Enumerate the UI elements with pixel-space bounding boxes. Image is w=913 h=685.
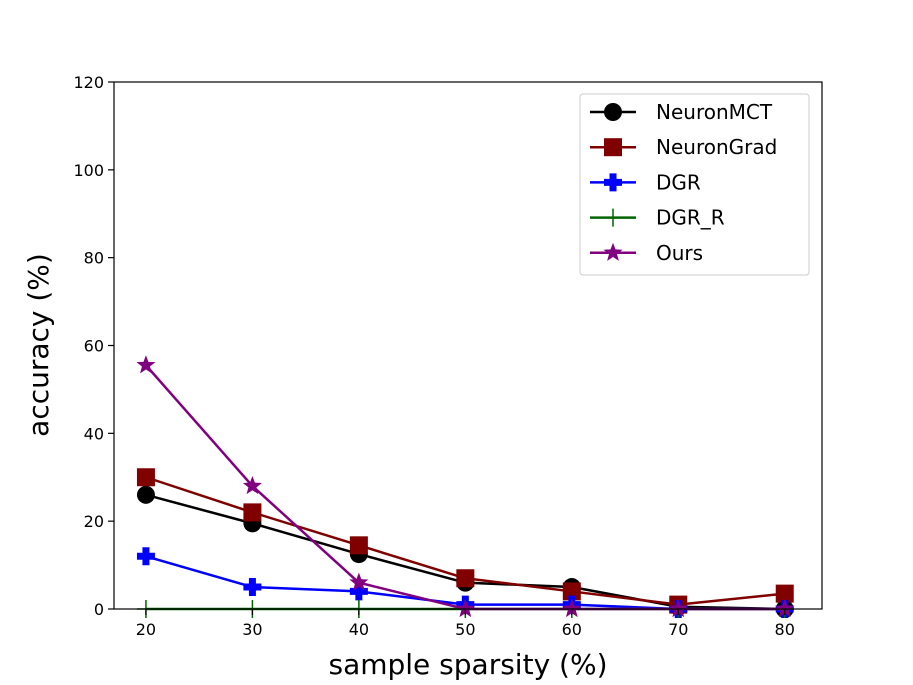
data-point-ours <box>349 572 369 591</box>
data-point-ours <box>668 599 688 618</box>
x-axis: 20 30 40 50 60 70 80 <box>136 609 795 639</box>
y-tick-label: 0 <box>94 600 104 619</box>
x-tick-label: 30 <box>242 620 262 639</box>
data-point-dgr <box>349 582 368 601</box>
data-point-neuronmct <box>136 485 155 504</box>
data-point-ours <box>455 599 475 618</box>
y-tick-label: 80 <box>84 249 104 268</box>
y-axis-title: accuracy (%) <box>22 253 55 437</box>
data-point-ours <box>562 599 582 618</box>
x-tick-label: 70 <box>668 620 688 639</box>
data-point-dgr <box>136 547 155 566</box>
legend-label: DGR <box>656 170 701 194</box>
y-tick-label: 120 <box>73 73 104 92</box>
data-point-neurongrad <box>456 569 475 588</box>
legend-label: NeuronMCT <box>656 100 773 124</box>
legend-marker-dgr-r <box>604 208 622 227</box>
data-point-neurongrad <box>349 536 368 555</box>
data-point-ours <box>775 599 795 618</box>
legend-entry-ours: Ours <box>590 241 703 265</box>
y-tick-label: 40 <box>84 424 104 443</box>
legend-label: DGR_R <box>656 206 725 230</box>
legend-marker-dgr <box>604 173 622 192</box>
y-axis: 0 20 40 60 80 100 120 <box>73 73 114 619</box>
x-tick-label: 40 <box>349 620 369 639</box>
legend-label: Ours <box>656 241 703 265</box>
data-point-neurongrad <box>562 582 581 601</box>
y-tick-label: 100 <box>73 161 104 180</box>
legend-entry-neurongrad: NeuronGrad <box>590 135 777 159</box>
legend-entry-dgr: DGR <box>590 170 701 194</box>
data-point-neurongrad <box>136 468 155 487</box>
data-point-dgr <box>243 578 262 597</box>
x-tick-label: 80 <box>775 620 795 639</box>
legend-label: NeuronGrad <box>656 135 777 159</box>
data-point-ours <box>242 476 262 495</box>
legend-marker-neuronmct <box>604 103 622 121</box>
data-point-ours <box>136 355 156 374</box>
legend: NeuronMCT NeuronGrad DGR DGR_R Ours <box>579 93 810 276</box>
legend-entry-neuronmct: NeuronMCT <box>590 100 773 124</box>
legend-entry-dgr-r: DGR_R <box>590 206 725 230</box>
x-tick-label: 20 <box>136 620 156 639</box>
data-point-neurongrad <box>243 503 262 522</box>
x-tick-label: 60 <box>562 620 582 639</box>
legend-marker-neurongrad <box>604 138 622 157</box>
data-point-neurongrad <box>775 584 794 603</box>
y-tick-label: 20 <box>84 512 104 531</box>
x-tick-label: 50 <box>455 620 475 639</box>
legend-box <box>579 93 810 276</box>
x-axis-title: sample sparsity (%) <box>328 648 607 681</box>
y-tick-label: 60 <box>84 337 104 356</box>
legend-marker-ours <box>603 242 623 261</box>
